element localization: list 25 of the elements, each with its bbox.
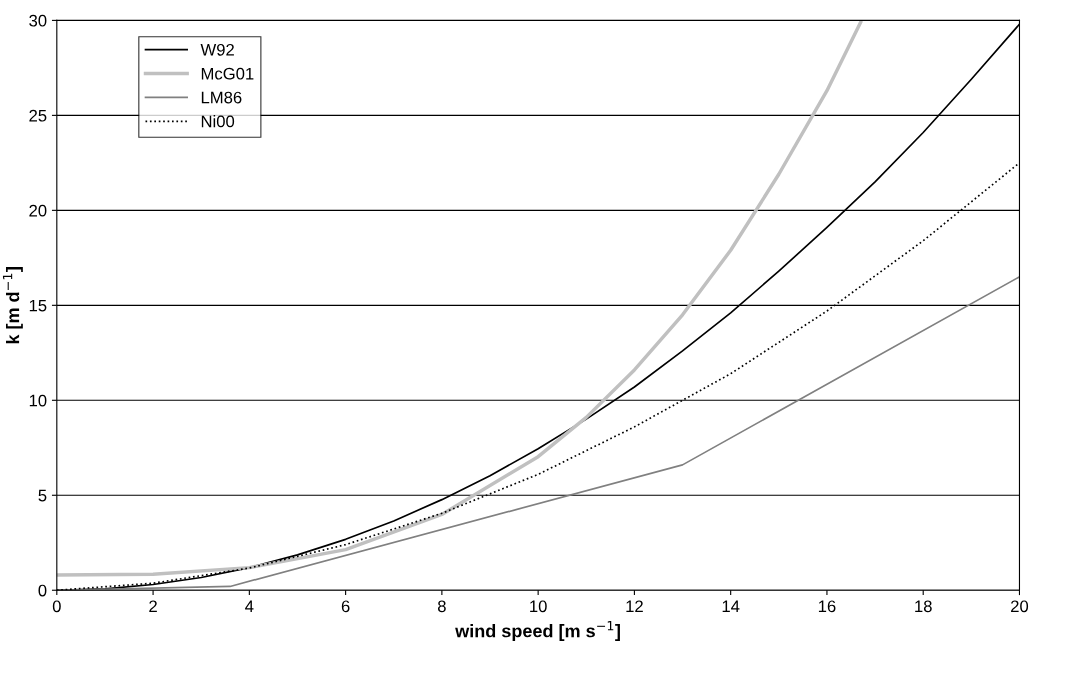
x-axis-title: wind speed [m s$^{−1}$]	[455, 621, 620, 641]
x-tick-label: 4	[245, 600, 254, 613]
legend-label: McG01	[201, 67, 254, 80]
x-tick-label: 20	[1011, 600, 1029, 613]
legend-label: Ni00	[201, 115, 235, 128]
x-tick-label: 0	[52, 600, 61, 613]
x-tick-label: 12	[626, 600, 643, 613]
y-axis-title: k [m d$^{−1}$]	[2, 267, 23, 344]
x-tick-label: 18	[915, 600, 932, 613]
line-series	[56, 20, 863, 577]
legend-label: LM86	[201, 91, 242, 104]
y-tick-label: 20	[29, 204, 47, 217]
x-tick-label: 10	[530, 600, 547, 613]
legend-label: W92	[200, 43, 234, 56]
y-tick-label: 10	[29, 394, 47, 407]
y-tick-label: 0	[38, 584, 47, 597]
y-tick-label: 30	[29, 14, 47, 27]
x-tick-label: 8	[437, 600, 446, 613]
y-tick-label: 15	[29, 299, 47, 312]
y-tick-label: 25	[29, 109, 47, 122]
x-tick-label: 14	[722, 600, 740, 613]
x-tick-label: 2	[149, 600, 157, 613]
x-tick-label: 16	[818, 600, 836, 613]
x-tick-label: 6	[341, 600, 350, 613]
y-tick-label: 5	[38, 489, 47, 502]
